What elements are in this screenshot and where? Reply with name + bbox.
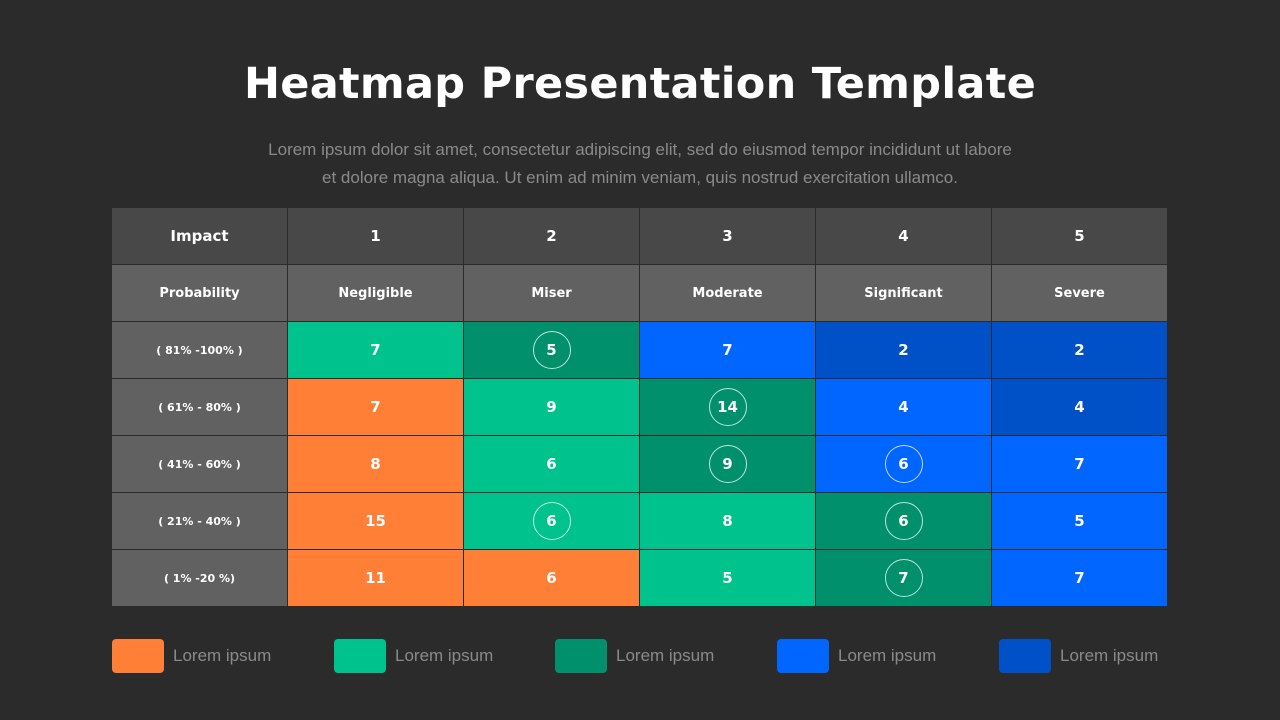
impact-header-label: Impact xyxy=(112,208,288,265)
severity-header: Moderate xyxy=(640,265,816,322)
highlight-circle: 7 xyxy=(884,559,923,597)
heatmap-cell: 11 xyxy=(288,550,464,607)
severity-header: Significant xyxy=(816,265,992,322)
heatmap-cell: 4 xyxy=(816,379,992,436)
legend-item: Lorem ipsum xyxy=(555,639,714,673)
heatmap-cell: 9 xyxy=(464,379,640,436)
heatmap-cell: 15 xyxy=(288,493,464,550)
legend-label: Lorem ipsum xyxy=(616,646,715,665)
heatmap-cell: 6 xyxy=(816,436,992,493)
legend-swatch xyxy=(334,639,386,673)
heatmap-cell: 4 xyxy=(992,379,1168,436)
probability-range-label: ( 61% - 80% ) xyxy=(112,379,288,436)
heatmap-cell: 6 xyxy=(464,550,640,607)
legend-label: Lorem ipsum xyxy=(395,646,494,665)
heatmap-cell: 6 xyxy=(816,493,992,550)
severity-header: Negligible xyxy=(288,265,464,322)
impact-level-header: 5 xyxy=(992,208,1168,265)
legend-swatch xyxy=(999,639,1051,673)
legend-item: Lorem ipsum xyxy=(112,639,271,673)
legend-swatch xyxy=(112,639,164,673)
highlight-circle: 9 xyxy=(708,445,747,483)
probability-range-label: ( 1% -20 %) xyxy=(112,550,288,607)
impact-level-header: 4 xyxy=(816,208,992,265)
subtitle-line: Lorem ipsum dolor sit amet, consectetur … xyxy=(268,140,1012,159)
heatmap-cell: 5 xyxy=(464,322,640,379)
legend-item: Lorem ipsum xyxy=(334,639,493,673)
legend-swatch xyxy=(555,639,607,673)
heatmap-cell: 7 xyxy=(816,550,992,607)
subtitle-line: et dolore magna aliqua. Ut enim ad minim… xyxy=(322,168,958,187)
slide-subtitle: Lorem ipsum dolor sit amet, consectetur … xyxy=(240,136,1040,192)
heatmap-cell: 5 xyxy=(640,550,816,607)
highlight-circle: 6 xyxy=(884,502,923,540)
heatmap-cell: 8 xyxy=(640,493,816,550)
highlight-circle: 6 xyxy=(532,502,571,540)
heatmap-cell: 5 xyxy=(992,493,1168,550)
heatmap-cell: 7 xyxy=(992,550,1168,607)
impact-level-header: 3 xyxy=(640,208,816,265)
probability-range-label: ( 41% - 60% ) xyxy=(112,436,288,493)
probability-range-label: ( 21% - 40% ) xyxy=(112,493,288,550)
heatmap-cell: 7 xyxy=(288,379,464,436)
slide-title: Heatmap Presentation Template xyxy=(243,59,1037,109)
heatmap-cell: 2 xyxy=(992,322,1168,379)
severity-header: Miser xyxy=(464,265,640,322)
legend-label: Lorem ipsum xyxy=(1060,646,1159,665)
heatmap-cell: 8 xyxy=(288,436,464,493)
highlight-circle: 14 xyxy=(708,388,747,426)
legend-label: Lorem ipsum xyxy=(838,646,937,665)
heatmap-cell: 7 xyxy=(640,322,816,379)
heatmap-cell: 9 xyxy=(640,436,816,493)
probability-header-label: Probability xyxy=(112,265,288,322)
heatmap-cell: 6 xyxy=(464,493,640,550)
heatmap-cell: 6 xyxy=(464,436,640,493)
heatmap-cell: 7 xyxy=(992,436,1168,493)
legend-label: Lorem ipsum xyxy=(173,646,272,665)
legend: Lorem ipsum Lorem ipsum Lorem ipsum Lorem i… xyxy=(112,639,1168,673)
heatmap-cell: 14 xyxy=(640,379,816,436)
legend-item: Lorem ipsum xyxy=(777,639,936,673)
impact-level-header: 1 xyxy=(288,208,464,265)
legend-swatch xyxy=(777,639,829,673)
highlight-circle: 5 xyxy=(532,331,571,369)
heatmap-cell: 2 xyxy=(816,322,992,379)
probability-range-label: ( 81% -100% ) xyxy=(112,322,288,379)
impact-level-header: 2 xyxy=(464,208,640,265)
heatmap-cell: 7 xyxy=(288,322,464,379)
severity-header: Severe xyxy=(992,265,1168,322)
heatmap-table: Impact 1 2 3 4 5 Probability Negligible Miser Mod… xyxy=(112,208,1168,607)
legend-item: Lorem ipsum xyxy=(999,639,1158,673)
highlight-circle: 6 xyxy=(884,445,923,483)
